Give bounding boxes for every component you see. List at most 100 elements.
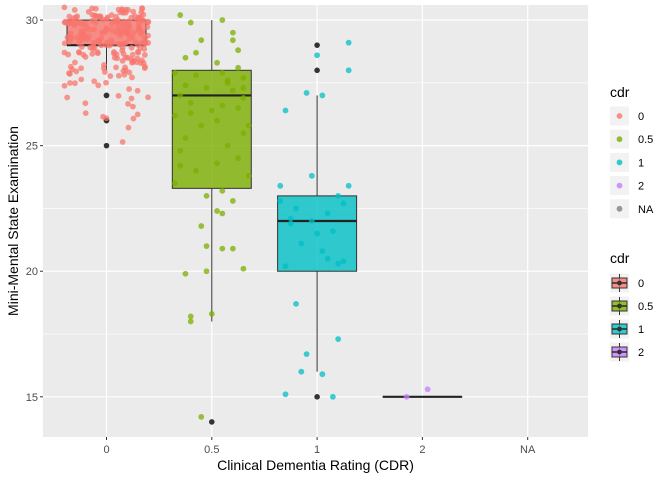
- jitter-point-cdr-0.5: [172, 112, 178, 119]
- jitter-point-cdr-0: [117, 9, 124, 16]
- jitter-point-cdr-1: [335, 260, 342, 267]
- legend-point-label: 1: [638, 157, 644, 169]
- jitter-point-cdr-0.5: [187, 19, 194, 26]
- jitter-point-cdr-1: [345, 182, 352, 189]
- jitter-point-cdr-0: [128, 44, 135, 51]
- jitter-point-cdr-0: [109, 21, 115, 27]
- legend-point-label: 2: [638, 181, 644, 193]
- jitter-point-cdr-0.5: [235, 105, 242, 111]
- jitter-layer: [61, 4, 431, 420]
- jitter-point-cdr-0: [61, 82, 68, 89]
- jitter-point-cdr-0: [74, 34, 81, 41]
- y-tick-label: 20: [26, 266, 38, 278]
- jitter-point-cdr-0: [141, 52, 148, 58]
- jitter-point-cdr-0.5: [172, 69, 178, 76]
- jitter-point-cdr-0.5: [224, 77, 231, 84]
- jitter-point-cdr-0.5: [229, 29, 236, 36]
- jitter-point-cdr-0: [91, 78, 98, 85]
- jitter-point-cdr-1: [319, 92, 326, 99]
- jitter-point-cdr-0: [107, 73, 114, 79]
- jitter-point-cdr-0.5: [219, 187, 226, 194]
- jitter-point-cdr-0.5: [203, 84, 210, 91]
- y-tick-label: 30: [26, 15, 38, 27]
- jitter-point-cdr-0: [67, 30, 74, 37]
- jitter-point-cdr-0.5: [187, 100, 194, 106]
- jitter-point-cdr-0: [72, 21, 79, 27]
- jitter-point-cdr-0: [113, 64, 119, 71]
- legend-point-key: [616, 159, 623, 166]
- jitter-point-cdr-1: [298, 368, 305, 375]
- jitter-point-cdr-0.5: [187, 110, 194, 116]
- jitter-point-cdr-0.5: [208, 107, 215, 114]
- x-axis-title: Clinical Dementia Rating (CDR): [217, 457, 414, 473]
- jitter-point-cdr-0: [99, 16, 106, 23]
- jitter-point-cdr-0: [103, 79, 109, 86]
- jitter-point-cdr-0: [130, 8, 137, 15]
- jitter-point-cdr-0.5: [198, 223, 205, 229]
- jitter-point-cdr-0: [125, 100, 131, 107]
- jitter-point-cdr-0.5: [240, 265, 247, 272]
- jitter-point-cdr-0.5: [219, 102, 226, 109]
- jitter-point-cdr-0.5: [203, 192, 210, 199]
- jitter-point-cdr-1: [303, 351, 310, 358]
- jitter-point-cdr-0.5: [198, 37, 205, 44]
- jitter-point-cdr-0.5: [203, 268, 210, 275]
- jitter-point-cdr-0: [73, 14, 79, 21]
- jitter-point-cdr-0.5: [182, 82, 189, 89]
- jitter-point-cdr-0: [98, 42, 105, 49]
- jitter-point-cdr-0.5: [198, 414, 205, 420]
- jitter-point-cdr-0.5: [235, 155, 242, 162]
- legend-points: cdr 0 0.5 1 2 NA: [610, 84, 654, 219]
- outlier-point: [103, 92, 110, 99]
- jitter-point-cdr-0.5: [240, 74, 247, 81]
- jitter-point-cdr-0: [65, 20, 72, 27]
- jitter-point-cdr-0.5: [193, 49, 199, 56]
- legend-point-label: 0.5: [638, 134, 653, 146]
- jitter-point-cdr-0.5: [240, 95, 247, 101]
- jitter-point-cdr-1: [282, 263, 289, 270]
- jitter-point-cdr-0.5: [182, 54, 189, 61]
- jitter-point-cdr-0: [122, 9, 129, 16]
- x-tick-label: 0.5: [204, 444, 219, 456]
- legend-point-label: 0: [638, 111, 644, 123]
- jitter-point-cdr-0: [135, 49, 142, 56]
- legend-box-dot: [617, 280, 622, 286]
- jitter-point-cdr-1: [282, 391, 289, 398]
- jitter-point-cdr-0: [121, 71, 128, 78]
- jitter-point-cdr-0.5: [240, 130, 247, 136]
- jitter-point-cdr-0: [78, 65, 84, 72]
- jitter-point-cdr-0.5: [219, 245, 226, 252]
- jitter-point-cdr-1: [282, 107, 289, 114]
- jitter-point-cdr-0: [126, 69, 133, 76]
- jitter-point-cdr-0: [112, 29, 119, 36]
- legend-point-key: [616, 205, 623, 212]
- jitter-point-cdr-2: [403, 393, 410, 400]
- legend-point-label: NA: [638, 204, 654, 216]
- jitter-point-cdr-1: [287, 220, 294, 227]
- jitter-point-cdr-1: [319, 371, 326, 378]
- jitter-point-cdr-0: [130, 29, 137, 36]
- jitter-point-cdr-0: [64, 94, 71, 101]
- jitter-point-cdr-0.5: [203, 243, 210, 250]
- jitter-point-cdr-0: [78, 76, 85, 83]
- jitter-point-cdr-0: [82, 100, 89, 107]
- x-tick-label: 0: [103, 444, 109, 456]
- jitter-point-cdr-0: [90, 39, 97, 46]
- jitter-point-cdr-0: [81, 34, 88, 41]
- jitter-point-cdr-1: [324, 255, 331, 262]
- jitter-point-cdr-0: [134, 111, 141, 118]
- jitter-point-cdr-1: [298, 240, 305, 247]
- jitter-point-cdr-0: [61, 4, 68, 11]
- jitter-point-cdr-0.5: [182, 270, 189, 277]
- jitter-point-cdr-0: [78, 43, 85, 50]
- jitter-point-cdr-1: [329, 228, 336, 234]
- legend-points-title: cdr: [610, 84, 630, 100]
- jitter-point-cdr-0: [144, 24, 151, 30]
- box-cdr-0.5: [171, 20, 252, 425]
- jitter-point-cdr-1: [340, 200, 347, 207]
- box-iqr: [171, 69, 252, 189]
- legend-box-dot: [617, 349, 622, 355]
- jitter-point-cdr-0: [119, 44, 126, 51]
- jitter-point-cdr-0: [126, 35, 133, 42]
